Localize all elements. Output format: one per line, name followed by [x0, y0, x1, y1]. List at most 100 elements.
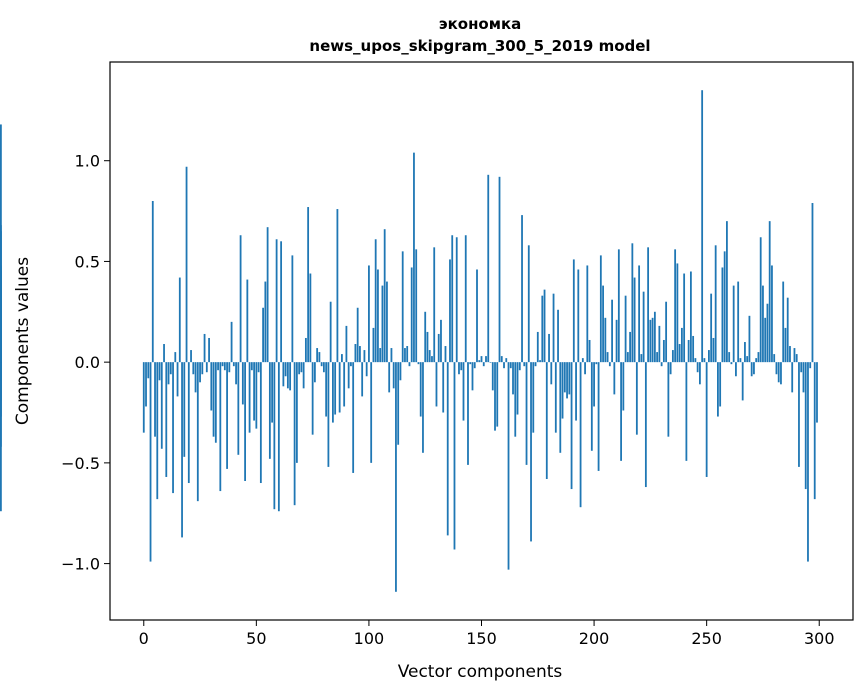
bar [0, 362, 2, 417]
bar [780, 362, 782, 385]
bar [613, 362, 616, 395]
x-tick-label: 150 [466, 629, 497, 648]
y-tick-label: 0.0 [75, 353, 100, 372]
bar [327, 362, 330, 467]
bar [322, 362, 325, 373]
bar [383, 229, 386, 363]
bar [347, 362, 350, 389]
bar [539, 360, 541, 363]
bar [424, 311, 427, 363]
bar [512, 362, 514, 395]
y-axis-ticks: −1.0 −0.5 0.0 0.5 1.0 [61, 152, 110, 574]
bar [611, 299, 613, 363]
bar [426, 331, 429, 363]
bar [782, 281, 785, 363]
bar [309, 273, 312, 363]
bar [359, 346, 361, 363]
bar [671, 350, 674, 363]
bar [446, 362, 449, 536]
bar [581, 358, 584, 363]
bar [816, 362, 818, 423]
y-tick-label: 0.5 [75, 252, 100, 271]
bar [392, 362, 395, 389]
bar [142, 362, 145, 433]
bar [149, 362, 152, 562]
bar [192, 362, 195, 375]
bar [705, 362, 708, 477]
bar [653, 311, 656, 363]
bar [199, 362, 201, 383]
bar [318, 352, 321, 363]
bar [620, 362, 622, 461]
bar [408, 362, 411, 367]
bar [764, 317, 767, 363]
bar [669, 362, 672, 375]
bar [534, 362, 537, 367]
bar [388, 362, 391, 393]
bar [701, 90, 704, 363]
bar [552, 293, 555, 363]
bar [404, 348, 406, 363]
bar [482, 362, 485, 367]
bar [687, 339, 690, 363]
bar [313, 362, 316, 383]
bar [332, 362, 334, 423]
bar [608, 362, 611, 367]
bar [455, 237, 458, 363]
x-tick-label: 50 [246, 629, 266, 648]
x-axis-ticks: 0 50 100 150 200 250 300 [139, 620, 835, 648]
bar [811, 203, 814, 363]
bar [676, 263, 679, 363]
x-tick-label: 250 [691, 629, 722, 648]
bar [480, 356, 483, 363]
bar [352, 362, 355, 473]
bar [462, 362, 465, 421]
bar [275, 239, 278, 363]
bar [714, 245, 717, 363]
bar [0, 124, 2, 363]
bar [590, 362, 593, 451]
bar [298, 362, 301, 375]
bar [651, 317, 654, 363]
bar [232, 362, 235, 367]
bar [521, 215, 523, 363]
bar [674, 249, 677, 363]
bar [356, 307, 359, 363]
bar [615, 319, 618, 363]
bar [379, 348, 382, 363]
x-tick-label: 100 [354, 629, 385, 648]
bar [395, 362, 397, 592]
bar [163, 344, 165, 363]
bar [406, 346, 409, 363]
bar [264, 281, 267, 363]
bar [577, 269, 580, 363]
bar [768, 221, 771, 363]
bar [744, 342, 746, 363]
bar [325, 362, 328, 417]
y-tick-label: −1.0 [61, 555, 100, 574]
bar [489, 362, 492, 363]
bar [541, 295, 544, 363]
bar [527, 245, 530, 363]
bar [440, 319, 442, 363]
bar [543, 289, 546, 363]
bar [300, 362, 303, 373]
plot-area-frame [109, 61, 854, 621]
bar [721, 267, 724, 363]
bar [253, 362, 255, 421]
bar [307, 207, 310, 363]
chart-subtitle: news_upos_skipgram_300_5_2019 model [309, 37, 650, 55]
bar [174, 352, 177, 363]
bar [226, 362, 228, 469]
bar [449, 259, 451, 363]
bar [280, 241, 283, 363]
bar [554, 362, 557, 433]
bar [572, 259, 575, 363]
bar [712, 337, 715, 363]
bar [730, 362, 733, 365]
bar [588, 339, 591, 363]
bar [221, 362, 224, 367]
bar [633, 277, 636, 363]
